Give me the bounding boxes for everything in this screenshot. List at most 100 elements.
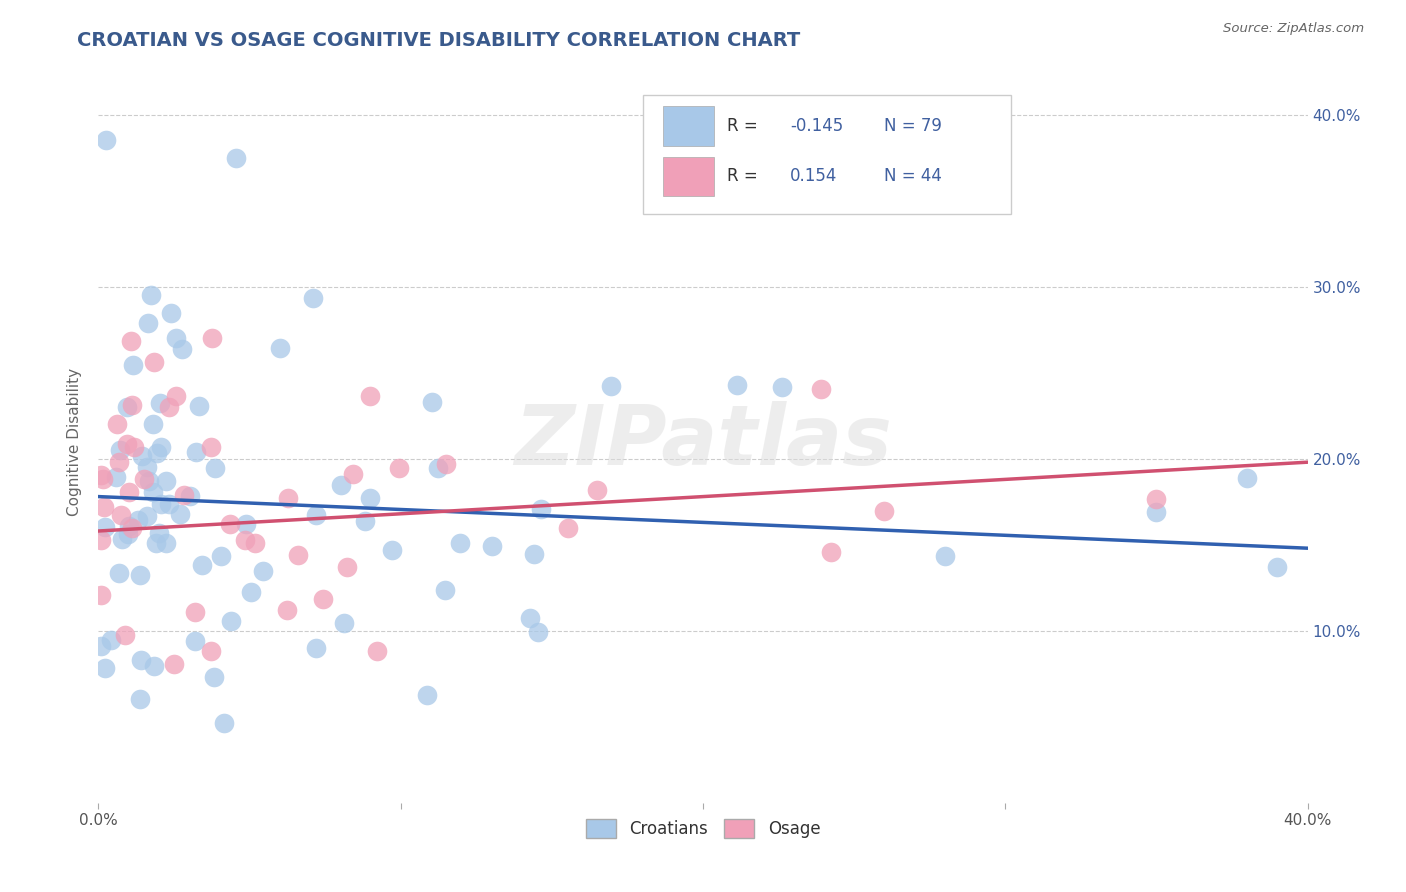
Point xyxy=(90,588,112,602)
Point xyxy=(209,549,232,564)
Point xyxy=(770,380,793,394)
Point xyxy=(159,305,181,319)
FancyBboxPatch shape xyxy=(664,156,714,196)
Text: R =: R = xyxy=(727,168,769,186)
Point xyxy=(108,454,131,468)
Point xyxy=(187,400,209,414)
Text: -0.145: -0.145 xyxy=(790,117,844,135)
Point xyxy=(129,567,152,582)
Point xyxy=(100,632,122,647)
Point xyxy=(426,460,449,475)
Point xyxy=(305,508,328,522)
Text: N = 79: N = 79 xyxy=(884,117,942,135)
Point xyxy=(145,536,167,550)
Point xyxy=(118,519,141,533)
Point xyxy=(235,533,257,548)
Point xyxy=(336,559,359,574)
Point xyxy=(1267,560,1289,574)
Point xyxy=(725,378,748,392)
Text: CROATIAN VS OSAGE COGNITIVE DISABILITY CORRELATION CHART: CROATIAN VS OSAGE COGNITIVE DISABILITY C… xyxy=(77,31,800,50)
Point xyxy=(165,331,187,345)
Point xyxy=(277,491,299,505)
Point xyxy=(157,401,180,415)
Point xyxy=(93,519,115,533)
Point xyxy=(157,497,180,511)
Point xyxy=(150,497,173,511)
Point xyxy=(91,472,114,486)
Point xyxy=(122,440,145,454)
Point xyxy=(184,445,207,459)
Point xyxy=(142,417,165,432)
Point xyxy=(302,291,325,305)
Point xyxy=(200,644,222,658)
Point xyxy=(1236,471,1258,485)
Point xyxy=(190,558,212,572)
Point xyxy=(934,549,956,563)
Point xyxy=(200,440,222,454)
Point xyxy=(225,151,247,165)
Point xyxy=(359,491,381,505)
Point xyxy=(330,478,353,492)
Point xyxy=(131,449,153,463)
Point xyxy=(873,503,896,517)
Point xyxy=(118,484,141,499)
Point xyxy=(94,661,117,675)
Point xyxy=(287,548,309,562)
Point xyxy=(312,592,335,607)
Point xyxy=(90,533,112,547)
Point xyxy=(388,461,411,475)
Point xyxy=(530,502,553,516)
Point xyxy=(155,535,177,549)
Point xyxy=(1144,506,1167,520)
Point xyxy=(132,472,155,486)
Text: R =: R = xyxy=(727,117,763,135)
Point xyxy=(204,460,226,475)
Point xyxy=(169,508,191,522)
Point xyxy=(170,342,193,356)
Point xyxy=(110,508,132,523)
FancyBboxPatch shape xyxy=(643,95,1011,214)
Point xyxy=(366,643,388,657)
Point xyxy=(523,547,546,561)
Point xyxy=(143,658,166,673)
Point xyxy=(138,475,160,489)
Point xyxy=(557,521,579,535)
Point xyxy=(333,616,356,631)
Point xyxy=(105,417,128,431)
Point xyxy=(173,488,195,502)
Point xyxy=(202,670,225,684)
Point xyxy=(121,521,143,535)
Point xyxy=(820,544,842,558)
Point xyxy=(810,382,832,396)
Point xyxy=(129,653,152,667)
Point xyxy=(599,379,621,393)
Point xyxy=(235,516,257,531)
Point xyxy=(90,640,112,654)
Point xyxy=(276,603,298,617)
Legend: Croatians, Osage: Croatians, Osage xyxy=(579,813,827,845)
Point xyxy=(139,288,162,302)
Point xyxy=(342,467,364,482)
Text: N = 44: N = 44 xyxy=(884,168,942,186)
Point xyxy=(115,400,138,414)
Point xyxy=(142,354,165,368)
Point xyxy=(111,533,134,547)
Point xyxy=(240,585,263,599)
Point xyxy=(114,627,136,641)
Point xyxy=(1144,492,1167,507)
Point xyxy=(179,489,201,503)
Point xyxy=(481,539,503,553)
Point xyxy=(269,341,291,355)
Point xyxy=(243,535,266,549)
Point xyxy=(148,526,170,541)
Point xyxy=(184,605,207,619)
Point xyxy=(90,468,112,483)
Point xyxy=(121,358,143,372)
Y-axis label: Cognitive Disability: Cognitive Disability xyxy=(67,368,83,516)
Point xyxy=(416,688,439,702)
Point xyxy=(305,640,328,655)
Point xyxy=(136,509,159,524)
Point xyxy=(433,583,456,598)
Point xyxy=(519,611,541,625)
Point xyxy=(586,483,609,498)
